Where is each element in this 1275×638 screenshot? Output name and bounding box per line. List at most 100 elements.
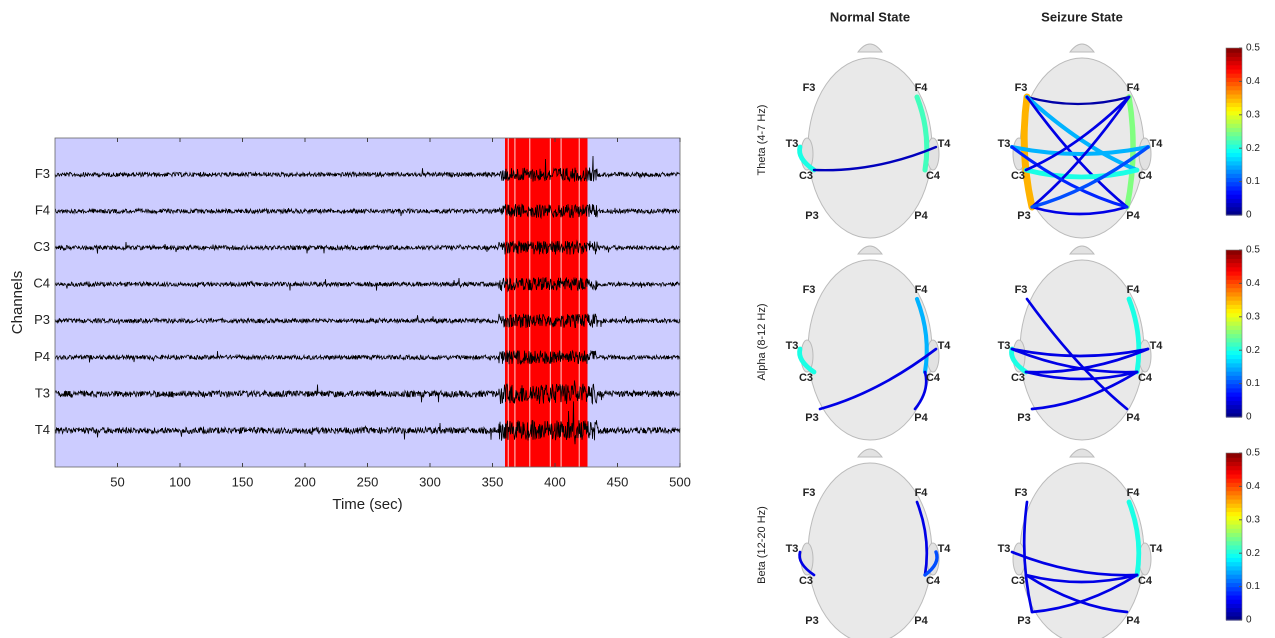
colorbar-step <box>1226 607 1242 613</box>
electrode-label: C3 <box>799 575 813 587</box>
electrode-label: F4 <box>915 284 929 296</box>
x-tick-label: 450 <box>607 474 629 489</box>
colorbar-step <box>1226 465 1242 471</box>
connection <box>1025 297 1129 411</box>
connection <box>1024 347 1150 374</box>
electrode-label: F3 <box>803 284 816 296</box>
colorbar-step <box>1226 346 1242 351</box>
electrode-label: T3 <box>786 138 799 150</box>
colorbar-step <box>1226 482 1242 487</box>
connection <box>1030 370 1139 411</box>
colorbar-step <box>1226 325 1242 330</box>
head <box>856 448 884 458</box>
connection <box>1024 573 1129 614</box>
electrode-label: T3 <box>786 340 799 352</box>
connection <box>1030 145 1150 209</box>
head <box>1068 43 1096 53</box>
column-title: Seizure State <box>1041 9 1123 24</box>
colorbar-step <box>1226 473 1242 479</box>
electrode-label: F4 <box>915 487 929 499</box>
x-tick-label: 500 <box>669 474 691 489</box>
colorbar-step <box>1226 106 1242 112</box>
colorbar-tick-label: 0.2 <box>1246 345 1260 356</box>
colorbar-step <box>1226 528 1242 533</box>
colorbar-step <box>1226 198 1242 204</box>
colorbar-step <box>1226 590 1242 596</box>
colorbar-step <box>1226 536 1242 542</box>
colorbar-step <box>1226 81 1242 87</box>
x-tick-label: 400 <box>544 474 566 489</box>
colorbar-step <box>1226 56 1242 62</box>
electrode-label: F3 <box>803 487 816 499</box>
colorbar-step <box>1226 304 1242 310</box>
colorbar-tick-label: 0 <box>1246 615 1252 626</box>
colorbar-step <box>1226 98 1242 103</box>
y-tick-label: T4 <box>35 422 50 437</box>
y-tick-label: F4 <box>35 203 50 218</box>
connection <box>1023 167 1140 180</box>
electrode-label: T4 <box>938 340 952 352</box>
colorbar-tick-label: 0.5 <box>1246 448 1260 459</box>
colorbar-tick-label: 0 <box>1246 210 1252 221</box>
electrode-label: F3 <box>1015 284 1028 296</box>
y-tick-label: P4 <box>34 349 50 364</box>
colorbar-step <box>1226 366 1242 372</box>
electrode-label: T4 <box>938 138 952 150</box>
colorbar-step <box>1226 258 1242 264</box>
colorbar-step <box>1226 189 1242 195</box>
x-tick-label: 300 <box>419 474 441 489</box>
y-tick-label: P3 <box>34 312 50 327</box>
colorbar-step <box>1226 569 1242 575</box>
electrode-label: F3 <box>1015 487 1028 499</box>
connection <box>812 145 938 172</box>
eeg-trace <box>54 349 681 366</box>
colorbar-step <box>1226 77 1242 82</box>
colorbar-step <box>1226 519 1242 525</box>
connection <box>914 296 929 375</box>
electrode-label: C4 <box>926 170 941 182</box>
colorbar-step <box>1226 139 1242 145</box>
electrode-label: P4 <box>1126 615 1140 627</box>
colorbar-step <box>1226 375 1242 381</box>
colorbar-step <box>1226 93 1242 99</box>
colorbar-step <box>1226 387 1242 393</box>
colorbar-step <box>1226 329 1242 335</box>
colorbar-step <box>1226 164 1242 170</box>
colorbar-step <box>1226 383 1242 389</box>
colorbar-step <box>1226 503 1242 508</box>
electrode-label: F4 <box>915 82 929 94</box>
colorbar-step <box>1226 412 1242 418</box>
colorbar-step <box>1226 135 1242 141</box>
colorbar-step <box>1226 611 1242 617</box>
colorbar-step <box>1226 312 1242 318</box>
connection <box>1010 145 1129 209</box>
colorbar-step <box>1226 173 1242 179</box>
eeg-trace <box>54 155 681 182</box>
colorbar-step <box>1226 515 1242 521</box>
connection <box>1010 550 1139 577</box>
colorbar-tick-label: 0.1 <box>1246 378 1260 389</box>
colorbar-tick-label: 0.1 <box>1246 581 1260 592</box>
colorbar-step <box>1226 110 1242 116</box>
connection <box>1024 95 1131 172</box>
electrode-label: C3 <box>1011 575 1025 587</box>
x-tick-label: 350 <box>482 474 504 489</box>
colorbar-tick-label: 0.2 <box>1246 143 1260 154</box>
colorbar-step <box>1226 333 1242 339</box>
electrode-label: F3 <box>1015 82 1028 94</box>
colorbar-step <box>1226 202 1242 208</box>
x-tick-label: 100 <box>169 474 191 489</box>
colorbar-step <box>1226 486 1242 492</box>
colorbar-step <box>1226 603 1242 609</box>
connection <box>1030 95 1131 209</box>
electrode-label: P3 <box>1017 615 1030 627</box>
connection <box>818 347 938 411</box>
connection <box>914 94 930 173</box>
colorbar-tick-label: 0.5 <box>1246 245 1260 256</box>
y-tick-label: T3 <box>35 385 50 400</box>
colorbar-step <box>1226 123 1242 128</box>
colorbar-step <box>1226 615 1242 621</box>
colorbar-step <box>1226 300 1242 305</box>
y-tick-label: F3 <box>35 166 50 181</box>
